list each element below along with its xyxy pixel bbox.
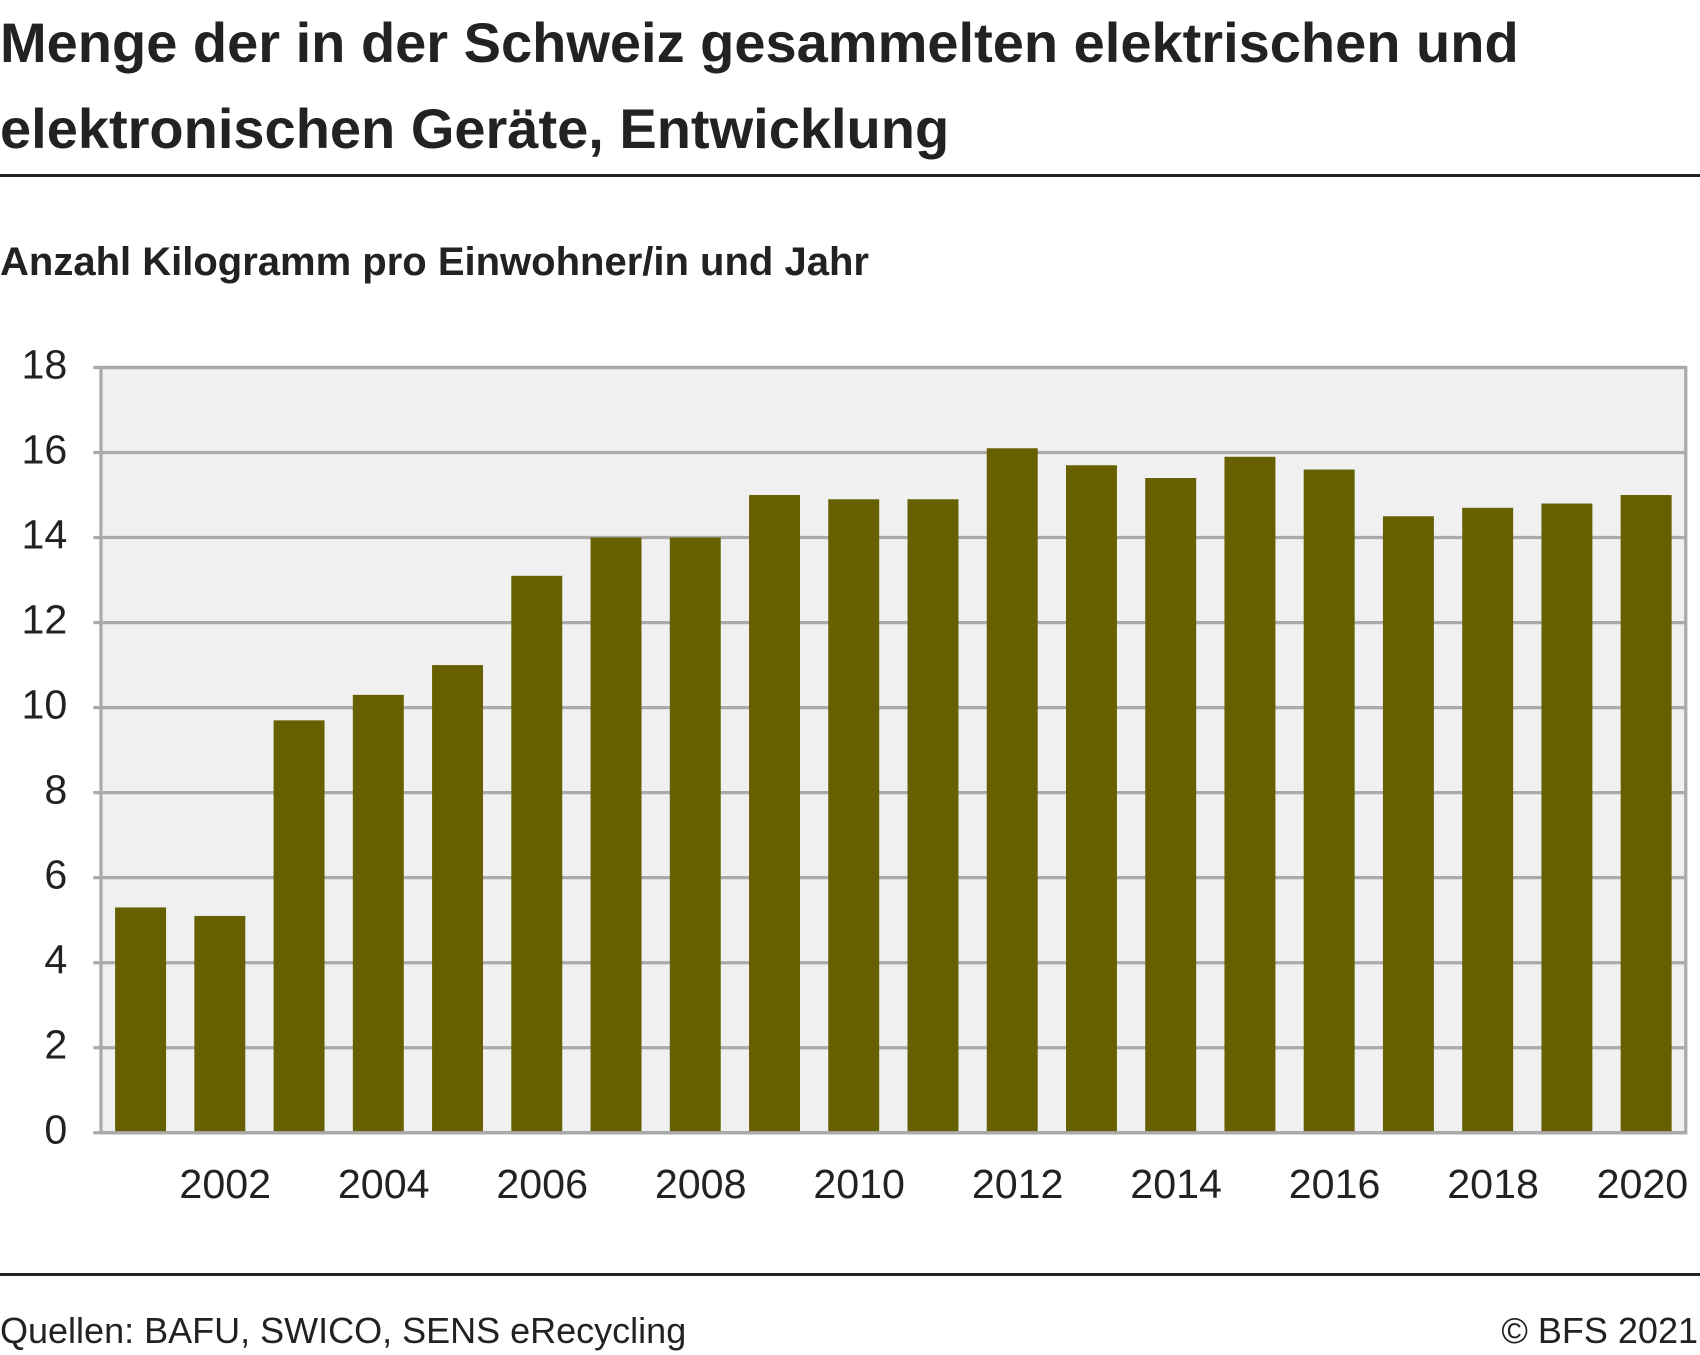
y-tick-label: 18: [22, 341, 68, 387]
y-tick-label: 0: [44, 1107, 67, 1153]
bar: [1620, 495, 1672, 1133]
x-tick-label: 2016: [1289, 1161, 1381, 1207]
bar: [432, 665, 484, 1133]
bar: [590, 537, 642, 1133]
source: Quellen: BAFU, SWICO, SENS eRecycling: [0, 1310, 687, 1351]
x-tick-label: 2012: [972, 1161, 1064, 1207]
bar: [749, 495, 800, 1133]
bar: [1224, 456, 1276, 1133]
y-tick-label: 10: [22, 681, 68, 727]
y-tick-label: 2: [44, 1022, 67, 1068]
rule: [0, 174, 1700, 177]
bar: [511, 575, 563, 1133]
x-tick-label: 2008: [655, 1161, 747, 1207]
x-tick-label: 2018: [1447, 1161, 1539, 1207]
copyright: © BFS 2021: [1501, 1310, 1698, 1351]
bar: [907, 499, 959, 1133]
bar: [986, 448, 1038, 1133]
y-tick-label: 4: [44, 937, 67, 983]
bar: [352, 694, 404, 1133]
x-tick-label: 2006: [496, 1161, 588, 1207]
x-tick-label: 2002: [179, 1161, 271, 1207]
chart-subtitle: Anzahl Kilogramm pro Einwohner/in und Ja…: [0, 240, 869, 284]
x-tick-label: 2010: [813, 1161, 905, 1207]
bar: [1303, 469, 1355, 1133]
y-tick-label: 16: [22, 426, 68, 472]
bar: [194, 915, 246, 1133]
y-tick-label: 8: [44, 767, 67, 813]
bar: [273, 720, 325, 1133]
rule: [0, 1273, 1700, 1276]
x-tick-label: 2004: [338, 1161, 430, 1207]
bar: [1462, 507, 1514, 1133]
bar: [1541, 503, 1593, 1133]
bar: [828, 499, 880, 1133]
bar: [1145, 478, 1197, 1133]
bar: [1065, 465, 1117, 1133]
bar: [115, 907, 167, 1133]
y-tick-label: 14: [22, 511, 68, 557]
bar: [1382, 516, 1434, 1133]
plot-area: [99, 365, 1688, 1135]
y-tick-label: 12: [22, 596, 68, 642]
bar: [669, 537, 721, 1133]
x-tick-label: 2014: [1130, 1161, 1222, 1207]
chart-title: Menge der in der Schweiz gesammelten ele…: [0, 11, 1519, 160]
x-tick-label: 2020: [1597, 1161, 1689, 1207]
y-tick-label: 6: [44, 852, 67, 898]
